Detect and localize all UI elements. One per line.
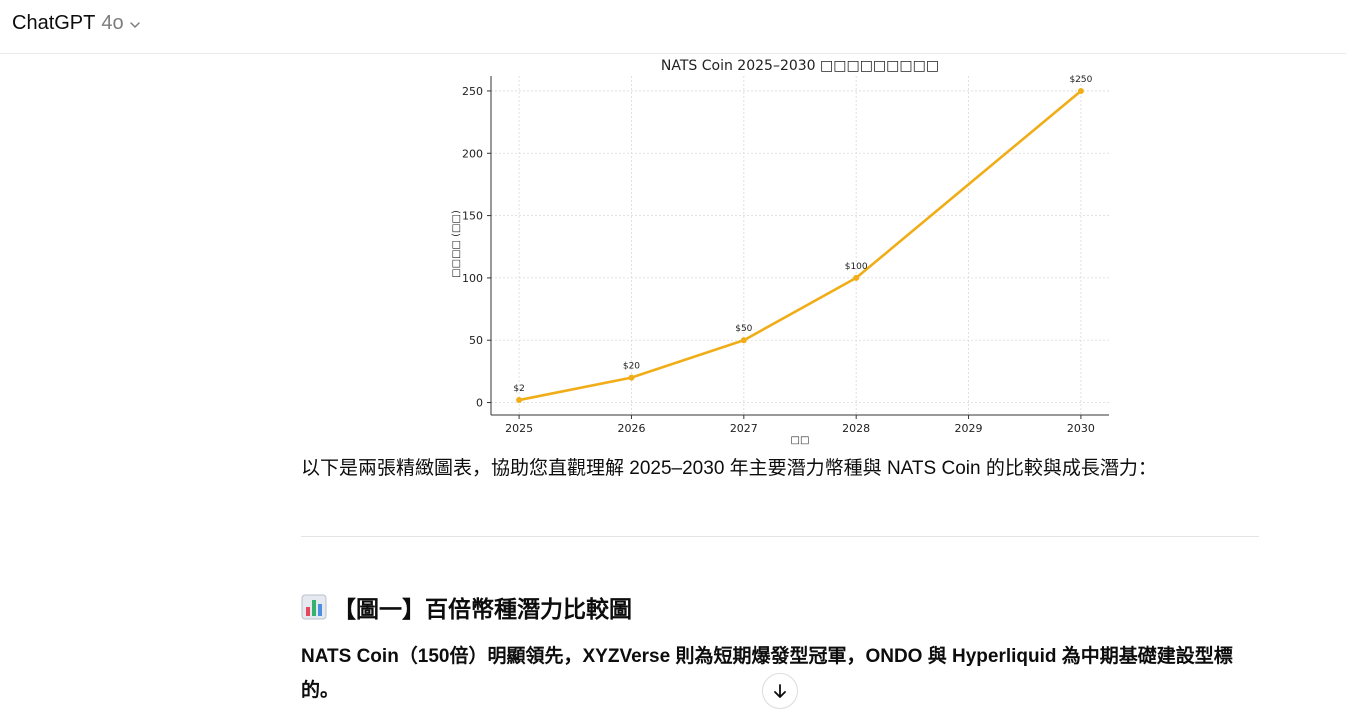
data-label: $50 [735,324,752,334]
y-axis-title: □□□□ (□□) [451,210,462,278]
arrow-down-icon [774,684,786,698]
data-label: $2 [513,384,524,394]
x-axis-title: □□ [791,435,810,446]
y-tick-label: 100 [462,272,483,285]
growth-chart: 2025 2026 2027 2028 2029 2030 0 50 100 150 200 250 … [440,54,1130,450]
chevron-down-icon [129,21,140,28]
data-point [740,337,747,344]
model-name: ChatGPT [12,11,96,34]
y-tick-label: 0 [476,397,483,410]
x-tick-label: 2025 [505,422,533,435]
intro-text: 以下是兩張精緻圖表，協助您直觀理解 2025–2030 年主要潛力幣種與 NAT… [301,458,1157,479]
y-tick-label: 250 [462,85,483,98]
x-tick-label: 2030 [1067,422,1095,435]
x-tick-label: 2029 [955,422,983,435]
data-point [853,274,860,281]
data-point [516,397,523,404]
divider [301,536,1259,537]
x-tick-label: 2028 [842,422,870,435]
y-tick-label: 200 [462,147,483,160]
summary-paragraph: NATS Coin（150倍）明顯領先，XYZVerse 則為短期爆發型冠軍，O… [301,646,1233,701]
section-heading-text: 【圖一】百倍幣種潛力比較圖 [333,596,632,622]
chart-canvas: 2025 2026 2027 2028 2029 2030050100150200250 … [451,58,1109,446]
data-label: $20 [623,362,640,372]
model-selector[interactable]: ChatGPT 4o [6,8,148,38]
bar-chart-emoji-icon [301,594,327,620]
y-tick-label: 150 [462,210,483,223]
data-point [1077,87,1084,94]
x-tick-label: 2027 [730,422,758,435]
chart-title: NATS Coin 2025–2030 □□□□□□□□□ [661,58,939,74]
data-point [628,374,635,381]
data-label: $100 [845,262,868,272]
series-line [518,89,1082,402]
top-bar: ChatGPT 4o [0,0,1346,54]
y-tick-label: 50 [469,334,483,347]
data-label: $250 [1069,75,1092,85]
x-tick-label: 2026 [617,422,645,435]
section-heading: 【圖一】百倍幣種潛力比較圖 [301,590,632,624]
model-version: 4o [101,11,124,34]
scroll-to-bottom-button[interactable] [762,673,798,709]
